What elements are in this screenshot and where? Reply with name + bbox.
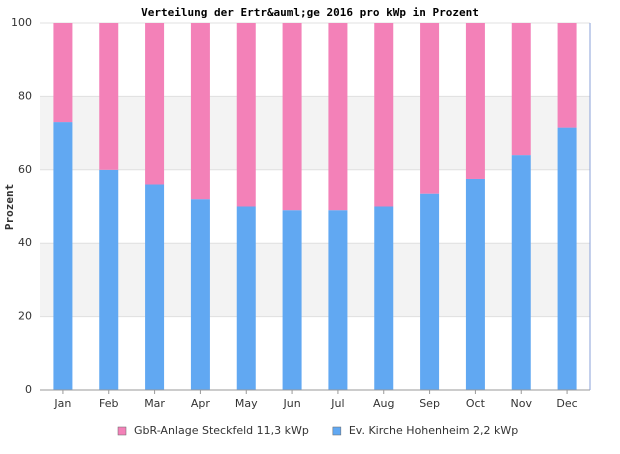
bar-segment — [53, 122, 73, 390]
bar-segment — [53, 23, 73, 123]
bar-segment — [420, 193, 440, 390]
bar-segment — [282, 210, 302, 390]
x-tick-label: Jul — [330, 397, 344, 410]
bar-segment — [374, 206, 394, 390]
bar-segment — [282, 23, 302, 211]
x-tick-label: Nov — [511, 397, 533, 410]
legend-swatch — [117, 426, 127, 436]
x-tick-label: May — [235, 397, 258, 410]
y-tick-label: 80 — [18, 89, 32, 102]
y-tick-label: 0 — [25, 383, 32, 396]
grid-band — [40, 243, 590, 317]
x-tick-label: Sep — [419, 397, 440, 410]
bar-segment — [557, 127, 577, 390]
legend-label: Ev. Kirche Hohenheim 2,2 kWp — [349, 424, 518, 437]
y-tick-label: 20 — [18, 310, 32, 323]
bar-segment — [99, 23, 119, 170]
x-tick-label: Aug — [373, 397, 394, 410]
x-tick-label: Oct — [466, 397, 486, 410]
bar-segment — [236, 206, 256, 390]
bar-segment — [99, 169, 119, 390]
y-axis-label: Prozent — [3, 184, 16, 230]
x-tick-label: Jun — [282, 397, 300, 410]
bar-segment — [374, 23, 394, 207]
bar-segment — [145, 184, 165, 390]
x-tick-label: Jan — [53, 397, 71, 410]
x-tick-label: Feb — [99, 397, 118, 410]
y-tick-label: 60 — [18, 163, 32, 176]
bar-segment — [190, 23, 210, 200]
bar-segment — [236, 23, 256, 207]
bar-segment — [511, 155, 531, 390]
bar-segment — [465, 178, 485, 390]
x-tick-label: Dec — [556, 397, 577, 410]
y-tick-label: 40 — [18, 236, 32, 249]
bar-segment — [190, 199, 210, 390]
bar-segment — [145, 23, 165, 185]
bar-segment — [511, 23, 531, 156]
bar-segment — [328, 23, 348, 211]
x-tick-label: Mar — [144, 397, 165, 410]
y-tick-label: 100 — [11, 16, 32, 29]
bar-segment — [465, 23, 485, 179]
bar-segment — [328, 210, 348, 390]
legend-swatch — [332, 426, 342, 436]
bar-segment — [420, 23, 440, 194]
x-tick-label: Apr — [191, 397, 211, 410]
bar-segment — [557, 23, 577, 128]
chart-title: Verteilung der Ertr&auml;ge 2016 pro kWp… — [141, 6, 479, 19]
grid-band — [40, 96, 590, 170]
legend-label: GbR-Anlage Steckfeld 11,3 kWp — [134, 424, 309, 437]
